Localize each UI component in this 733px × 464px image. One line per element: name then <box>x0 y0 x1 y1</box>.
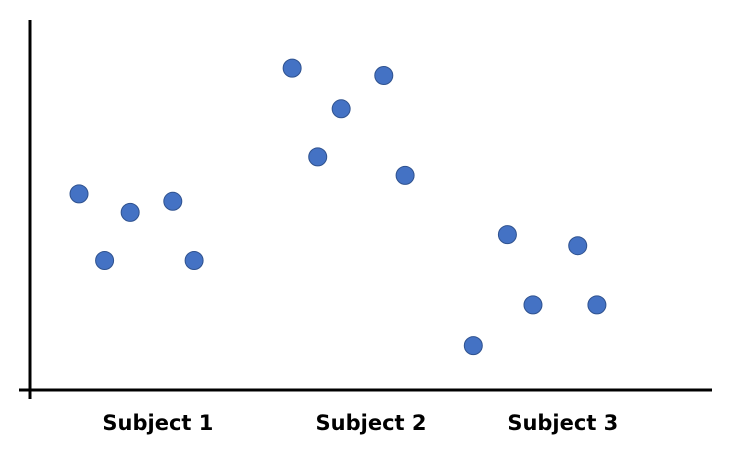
data-point-15 <box>587 295 607 315</box>
data-point-4 <box>163 191 183 211</box>
data-point-13 <box>523 295 543 315</box>
category-label-2: Subject 2 <box>316 411 427 435</box>
category-labels: Subject 1 Subject 2 Subject 3 <box>102 411 618 435</box>
data-point-11 <box>463 336 483 356</box>
category-label-1: Subject 1 <box>102 411 213 435</box>
data-point-3 <box>120 202 140 222</box>
data-point-8 <box>331 99 351 119</box>
data-point-2 <box>95 251 115 270</box>
data-point-7 <box>308 147 328 167</box>
data-point-10 <box>395 165 415 185</box>
category-label-3: Subject 3 <box>507 411 618 435</box>
data-point-9 <box>374 66 394 85</box>
data-point-1 <box>69 184 89 204</box>
data-point-6 <box>282 58 302 78</box>
points-layer <box>69 58 607 356</box>
data-point-5 <box>184 251 204 270</box>
data-point-12 <box>497 225 517 245</box>
data-point-14 <box>568 236 588 256</box>
